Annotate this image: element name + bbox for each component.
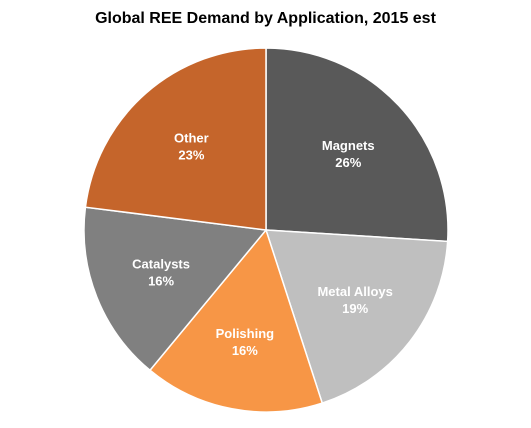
slice-label-other: Other 23% xyxy=(174,130,209,162)
pie-slice-metal-alloys xyxy=(264,229,449,405)
slice-percent: 16% xyxy=(148,274,174,289)
slice-percent: 26% xyxy=(335,155,361,170)
slice-name: Polishing xyxy=(216,326,275,341)
slice-name: Metal Alloys xyxy=(317,284,392,299)
chart-title: Global REE Demand by Application, 2015 e… xyxy=(95,10,436,27)
slice-label-catalysts: Catalysts 16% xyxy=(132,257,190,289)
slice-label-polishing: Polishing 16% xyxy=(216,326,275,358)
slice-name: Other xyxy=(174,130,209,145)
pie-slice-magnets xyxy=(265,47,449,243)
pie-slice-other xyxy=(84,47,267,231)
slice-percent: 23% xyxy=(178,147,204,162)
slice-label-magnets: Magnets 26% xyxy=(322,138,375,170)
pie-slice-polishing xyxy=(148,228,324,413)
slice-name: Catalysts xyxy=(132,257,190,272)
slice-percent: 19% xyxy=(342,301,368,316)
pie-slice-catalysts xyxy=(83,206,268,372)
slice-label-metal-alloys: Metal Alloys 19% xyxy=(317,284,392,316)
slice-name: Magnets xyxy=(322,138,375,153)
slice-percent: 16% xyxy=(232,343,258,358)
